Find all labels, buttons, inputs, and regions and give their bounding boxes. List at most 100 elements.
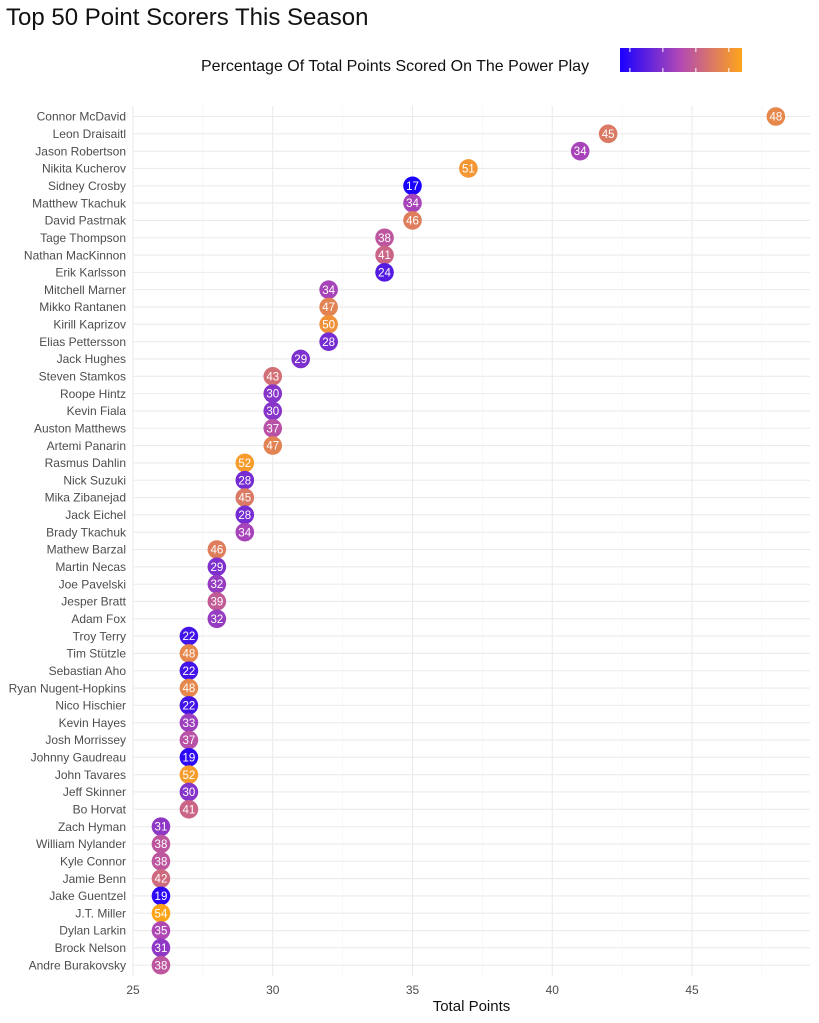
data-point-label: 31 bbox=[155, 822, 168, 834]
data-point-label: 39 bbox=[210, 597, 223, 609]
data-point bbox=[151, 921, 171, 940]
player-name-label: Mikko Rantanen bbox=[39, 300, 126, 314]
player-name-label: David Pastrnak bbox=[45, 214, 127, 228]
data-point bbox=[151, 869, 171, 888]
player-name-label: Tim Stützle bbox=[66, 647, 126, 661]
data-point bbox=[207, 557, 227, 577]
legend-gradient bbox=[620, 48, 742, 72]
player-name-label: Jamie Benn bbox=[63, 872, 126, 886]
player-name-label: Jake Guentzel bbox=[49, 889, 126, 903]
data-point-label: 30 bbox=[183, 787, 196, 799]
data-point-label: 46 bbox=[406, 216, 419, 228]
player-name-label: Troy Terry bbox=[73, 629, 126, 643]
player-name-label: Martin Necas bbox=[55, 560, 126, 574]
data-point-label: 52 bbox=[183, 770, 196, 782]
data-point-label: 52 bbox=[238, 458, 251, 470]
y-axis-labels: Connor McDavid Leon Draisaitl Jason Robert… bbox=[9, 110, 127, 973]
data-point bbox=[766, 107, 786, 126]
data-point bbox=[179, 696, 199, 715]
data-point bbox=[263, 367, 283, 386]
data-point bbox=[179, 800, 199, 819]
data-point bbox=[403, 176, 422, 196]
data-point-label: 38 bbox=[155, 856, 168, 868]
player-name-label: Sidney Crosby bbox=[48, 179, 126, 193]
data-point-label: 34 bbox=[238, 527, 251, 539]
data-point-label: 28 bbox=[322, 337, 335, 349]
data-point bbox=[570, 141, 590, 161]
data-point-label: 17 bbox=[406, 181, 419, 193]
data-point bbox=[459, 159, 478, 178]
data-point bbox=[319, 332, 338, 351]
data-point bbox=[235, 453, 255, 473]
data-point-label: 31 bbox=[155, 943, 168, 955]
data-point-label: 32 bbox=[210, 614, 223, 626]
x-axis-labels: 25 30 35 40 45 bbox=[126, 983, 699, 997]
data-point-label: 48 bbox=[183, 649, 196, 661]
data-point-label: 45 bbox=[602, 129, 615, 141]
data-point bbox=[207, 592, 227, 611]
data-point-label: 41 bbox=[183, 804, 196, 816]
data-point-label: 38 bbox=[378, 233, 391, 245]
data-point-label: 38 bbox=[155, 839, 168, 851]
player-name-label: Kevin Fiala bbox=[67, 404, 127, 418]
x-tick-label: 40 bbox=[546, 983, 560, 997]
player-name-label: Rasmus Dahlin bbox=[45, 456, 126, 470]
data-point bbox=[235, 522, 255, 542]
x-tick-label: 45 bbox=[685, 983, 699, 997]
data-point bbox=[151, 817, 171, 836]
data-point bbox=[151, 834, 171, 854]
data-point bbox=[151, 938, 171, 958]
player-name-label: Nathan MacKinnon bbox=[24, 248, 126, 262]
data-point bbox=[235, 470, 255, 490]
player-name-label: Adam Fox bbox=[71, 612, 126, 626]
player-name-label: Jack Eichel bbox=[65, 508, 126, 522]
player-name-label: Ryan Nugent-Hopkins bbox=[9, 681, 126, 695]
player-name-label: Dylan Larkin bbox=[59, 924, 126, 938]
legend-color-bar bbox=[620, 48, 742, 72]
player-name-label: Jeff Skinner bbox=[63, 785, 126, 799]
data-point-label: 43 bbox=[266, 371, 279, 383]
data-point-label: 33 bbox=[183, 718, 196, 730]
data-point-label: 51 bbox=[462, 164, 475, 176]
data-point-label: 48 bbox=[183, 683, 196, 695]
legend-title: Percentage Of Total Points Scored On The… bbox=[201, 58, 590, 75]
data-point bbox=[179, 765, 199, 784]
data-point-label: 30 bbox=[266, 406, 279, 418]
data-point-label: 34 bbox=[322, 285, 335, 297]
data-point-label: 28 bbox=[238, 475, 251, 487]
data-point bbox=[598, 124, 618, 144]
x-axis-title: Total Points bbox=[432, 998, 511, 1015]
data-point-label: 38 bbox=[155, 960, 168, 972]
data-point-label: 30 bbox=[266, 389, 279, 401]
player-name-label: Nico Hischier bbox=[55, 699, 126, 713]
player-name-label: Brady Tkachuk bbox=[46, 525, 127, 539]
data-point bbox=[207, 609, 227, 629]
data-point bbox=[403, 193, 422, 213]
data-point-label: 19 bbox=[155, 891, 168, 903]
data-point-label: 37 bbox=[183, 735, 196, 747]
data-point-label: 29 bbox=[210, 562, 223, 574]
data-point bbox=[179, 626, 199, 646]
player-name-label: William Nylander bbox=[36, 837, 126, 851]
player-name-label: Matthew Tkachuk bbox=[32, 196, 127, 210]
data-point bbox=[263, 401, 283, 421]
data-point-label: 50 bbox=[322, 319, 335, 331]
data-point-label: 22 bbox=[183, 666, 196, 678]
data-point-label: 24 bbox=[378, 267, 391, 279]
player-name-label: Jack Hughes bbox=[57, 352, 126, 366]
data-point bbox=[151, 886, 171, 906]
player-name-label: Josh Morrissey bbox=[45, 733, 126, 747]
x-tick-label: 25 bbox=[126, 983, 140, 997]
data-point-label: 48 bbox=[769, 112, 782, 124]
data-point-label: 22 bbox=[183, 631, 196, 643]
player-name-label: Erik Karlsson bbox=[55, 266, 126, 280]
grid-minor bbox=[202, 106, 763, 976]
chart-title: Top 50 Point Scorers This Season bbox=[6, 4, 369, 31]
data-point bbox=[207, 574, 227, 594]
data-point-label: 47 bbox=[322, 302, 335, 314]
data-point-label: 29 bbox=[294, 354, 307, 366]
player-name-label: Sebastian Aho bbox=[49, 664, 127, 678]
data-point bbox=[263, 418, 283, 438]
data-point bbox=[375, 228, 394, 248]
